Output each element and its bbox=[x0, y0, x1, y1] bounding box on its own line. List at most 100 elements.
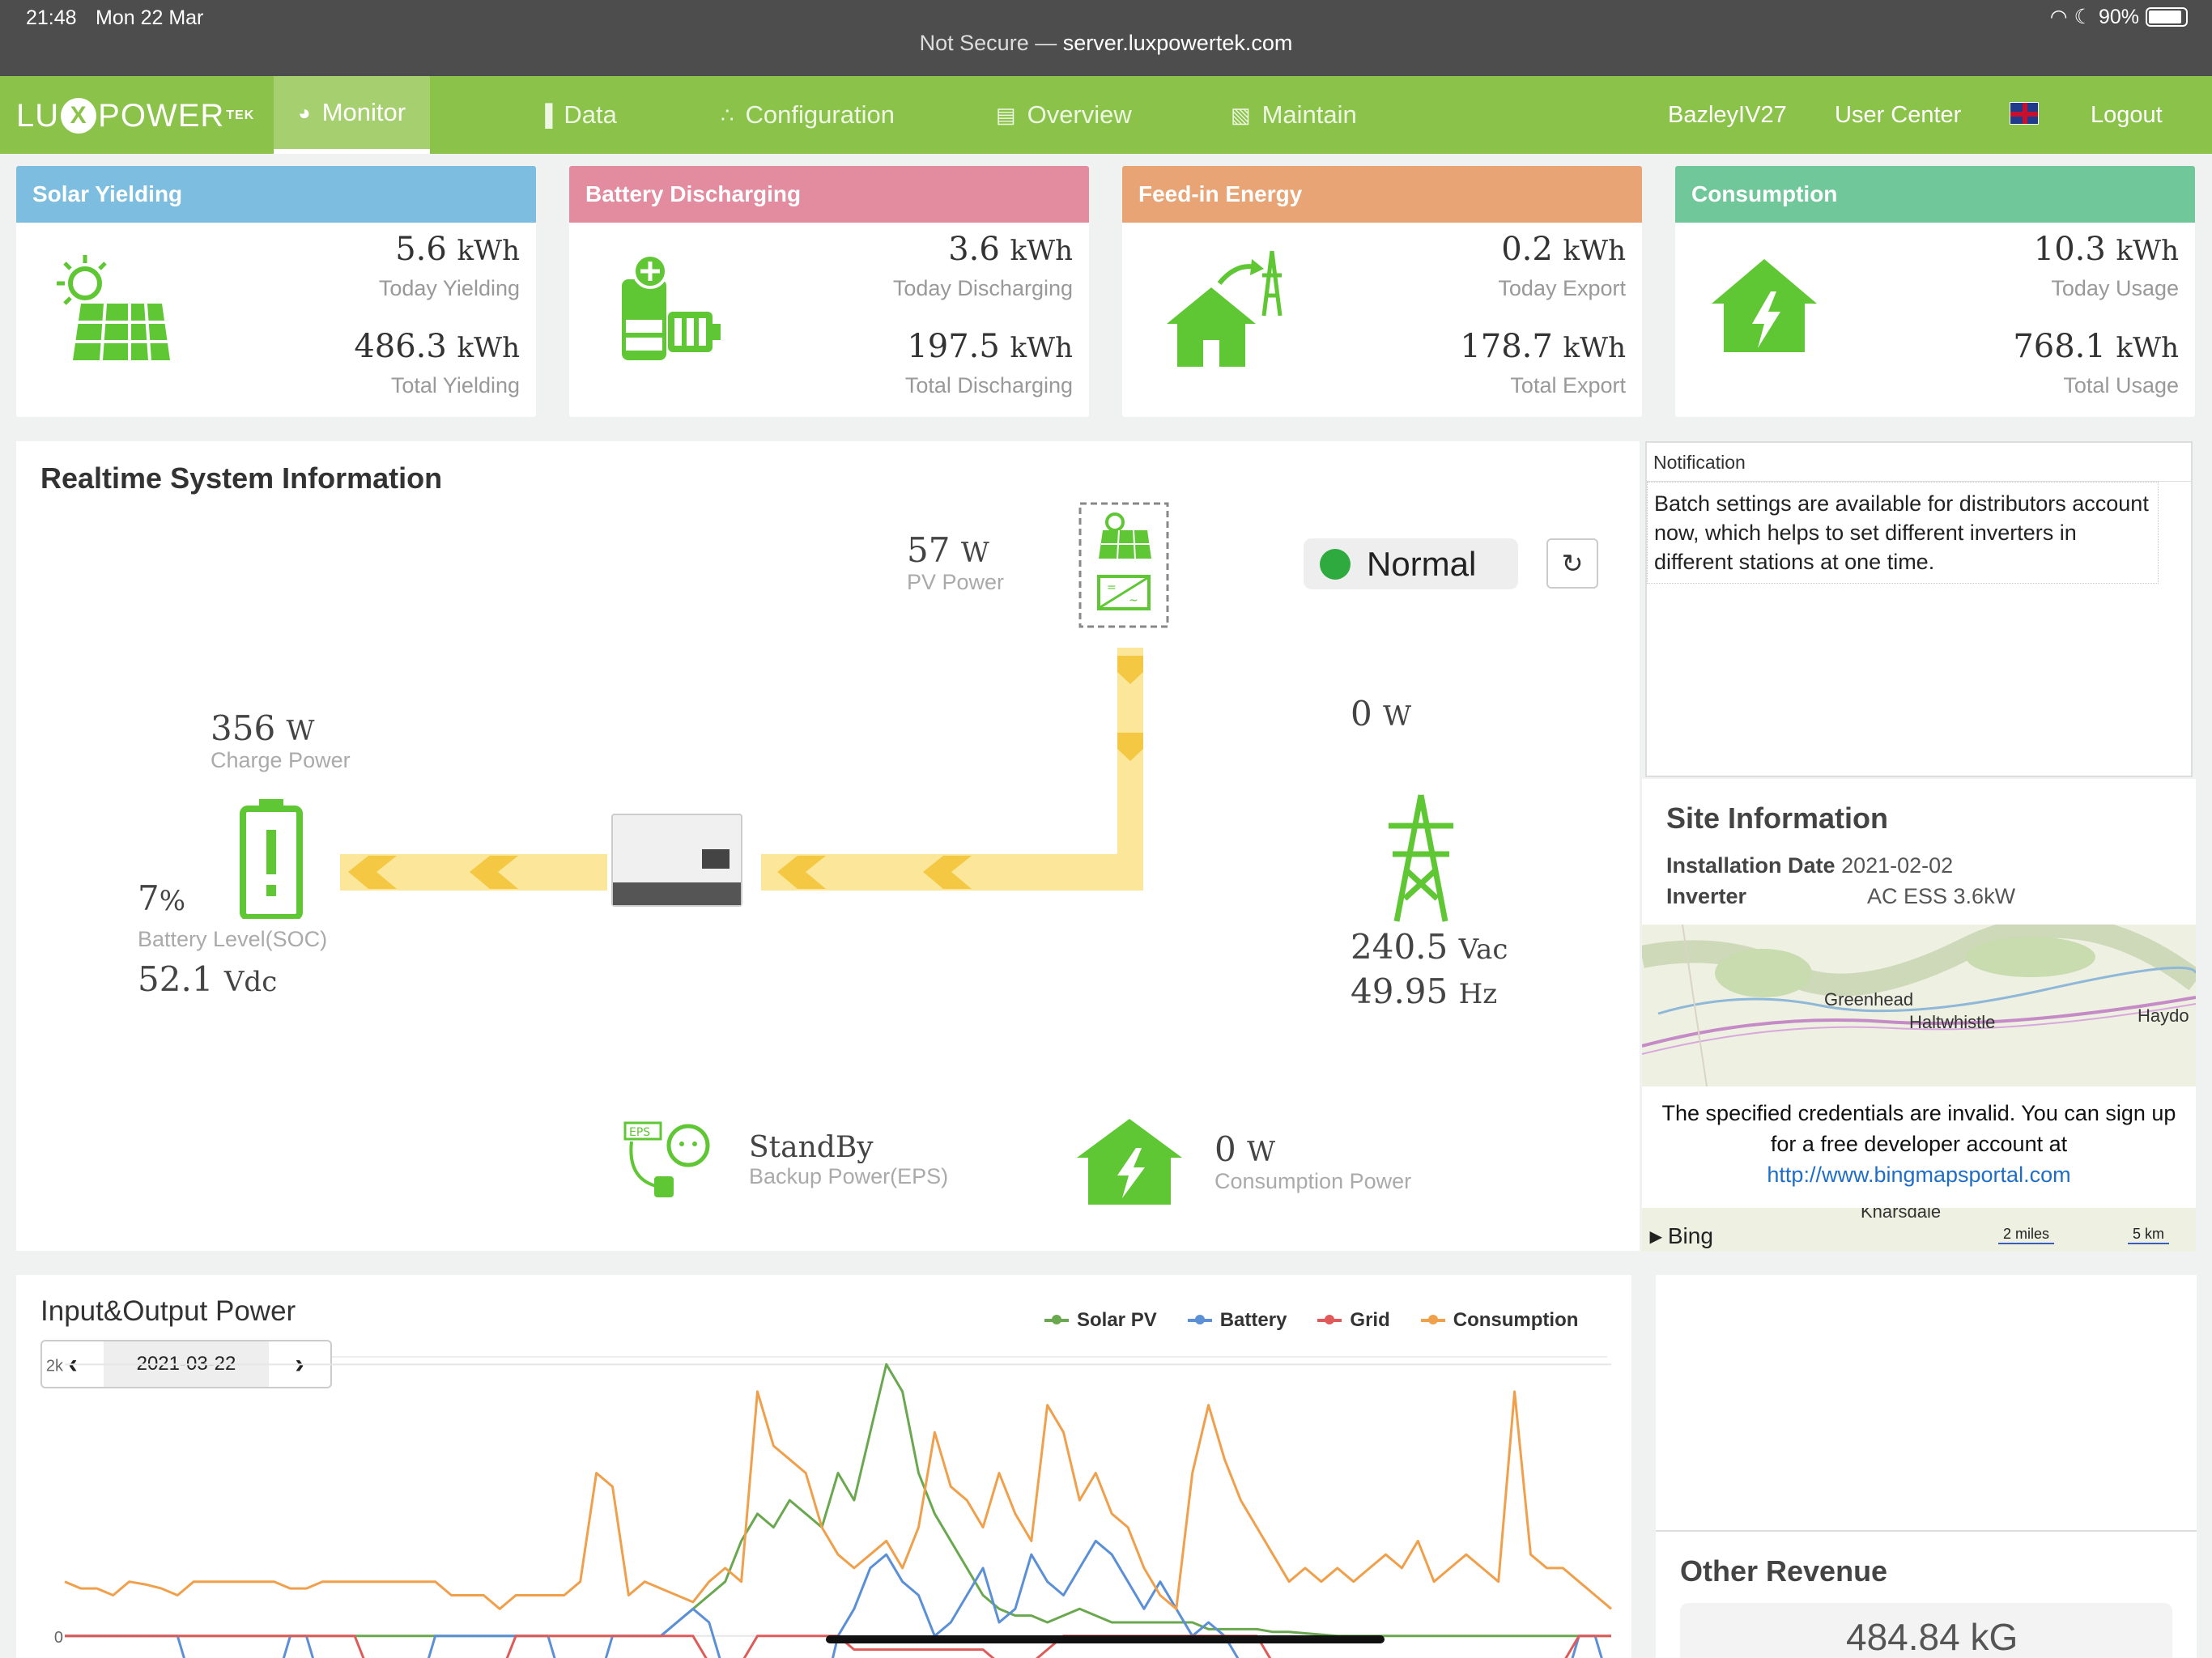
unit: kWh bbox=[457, 332, 520, 364]
unit: kWh bbox=[2116, 332, 2179, 364]
total-usage: 768.1 kWh Total Usage bbox=[2013, 328, 2179, 398]
bing-b-icon: ▸ bbox=[1650, 1223, 1662, 1248]
unit: W bbox=[960, 537, 989, 569]
other-revenue-panel: Other Revenue 484.84 kG bbox=[1656, 1275, 2197, 1658]
today-discharging-label: Today Discharging bbox=[892, 276, 1073, 300]
battery-discharge-icon bbox=[622, 253, 721, 360]
unit: Hz bbox=[1458, 978, 1498, 1010]
series-line-solar-pv bbox=[65, 1363, 1611, 1638]
user-center-link[interactable]: User Center bbox=[1835, 102, 1962, 128]
legend-label: Grid bbox=[1350, 1309, 1390, 1331]
total-discharging-value: 197.5 bbox=[907, 328, 1000, 365]
username-link[interactable]: BazleyIV27 bbox=[1668, 102, 1787, 128]
home-consumption-icon bbox=[1077, 1119, 1182, 1205]
today-yielding-label: Today Yielding bbox=[378, 276, 520, 300]
grid-voltage-value: 240.5 bbox=[1351, 927, 1448, 967]
y-tick-label: 2k bbox=[46, 1357, 64, 1375]
map-label-haltwhistle: Haltwhistle bbox=[1909, 1012, 1995, 1032]
today-usage-label: Today Usage bbox=[2051, 276, 2179, 300]
total-export-value: 178.7 bbox=[1460, 328, 1553, 365]
moon-icon: ☾ bbox=[2074, 6, 2092, 28]
home-indicator bbox=[826, 1635, 1385, 1643]
total-export-label: Total Export bbox=[1510, 373, 1626, 397]
installation-date-label: Installation Date bbox=[1666, 853, 1836, 878]
nav-overview[interactable]: ▤ Overview bbox=[972, 76, 1156, 154]
charge-power-label: Charge Power bbox=[211, 748, 351, 772]
legend-solar-pv[interactable]: Solar PV bbox=[1044, 1309, 1157, 1332]
total-yielding-label: Total Yielding bbox=[390, 373, 520, 397]
eps-plug-icon: EPS bbox=[623, 1121, 710, 1197]
soc-readout: 7% bbox=[138, 878, 185, 918]
legend-consumption[interactable]: Consumption bbox=[1420, 1309, 1578, 1332]
inverter-label: Inverter bbox=[1666, 884, 1747, 908]
solar-yielding-card: Solar Yielding 5.6 kWh Today Yielding 486… bbox=[16, 166, 536, 417]
card-title: Feed-in Energy bbox=[1122, 166, 1642, 223]
battery-discharging-card: Battery Discharging 3.6 kWh Today Dischar… bbox=[569, 166, 1089, 417]
browser-status-bar: 21:48 Mon 22 Mar Not Secure — server.lux… bbox=[0, 0, 2212, 76]
energy-flow-arrows bbox=[340, 648, 1143, 891]
nav-maintain[interactable]: ▧ Maintain bbox=[1206, 76, 1381, 154]
today-discharging-value: 3.6 bbox=[948, 231, 1000, 268]
config-icon: ∴ bbox=[721, 103, 734, 127]
grid-frequency: 49.95 Hz bbox=[1351, 971, 1497, 1011]
panel-title: Realtime System Information bbox=[40, 461, 443, 495]
power-line-chart[interactable]: 2k 0 bbox=[16, 1275, 1631, 1658]
nav-configuration[interactable]: ∴ Configuration bbox=[696, 76, 919, 154]
nav-data-label: Data bbox=[564, 100, 617, 129]
system-status-badge: Normal bbox=[1304, 538, 1518, 589]
nav-monitor-label: Monitor bbox=[321, 98, 406, 126]
refresh-button[interactable]: ↻ bbox=[1546, 538, 1598, 589]
url-host: server.luxpowertek.com bbox=[1062, 31, 1293, 55]
gauge-icon: ◕ bbox=[298, 100, 311, 125]
bing-brand: Bing bbox=[1667, 1223, 1713, 1248]
card-title: Battery Discharging bbox=[569, 166, 1089, 223]
uk-flag-icon[interactable] bbox=[2010, 102, 2039, 125]
solar-panel-icon bbox=[57, 255, 170, 361]
map-label-haydon: Haydo bbox=[2138, 1005, 2189, 1026]
battery-status-icon bbox=[2146, 7, 2188, 27]
battery-voltage: 52.1 Vdc bbox=[138, 959, 277, 999]
battery-percent: 90% bbox=[2098, 5, 2139, 28]
today-yielding-value: 5.6 bbox=[395, 231, 447, 268]
home-lightning-icon bbox=[1712, 259, 1817, 352]
feed-in-energy-card: Feed-in Energy 0.2 kWh Today Export 178.7… bbox=[1122, 166, 1642, 417]
unit: kWh bbox=[1010, 235, 1073, 267]
bing-portal-link[interactable]: http://www.bingmapsportal.com bbox=[1767, 1163, 2071, 1187]
legend-battery[interactable]: Battery bbox=[1187, 1309, 1287, 1332]
installation-date-row: Installation Date 2021-02-02 bbox=[1666, 853, 1953, 878]
security-label: Not Secure — bbox=[919, 31, 1057, 55]
logout-link[interactable]: Logout bbox=[2091, 102, 2163, 128]
legend-label: Battery bbox=[1219, 1309, 1287, 1331]
today-export: 0.2 kWh Today Export bbox=[1498, 231, 1626, 301]
nav-configuration-label: Configuration bbox=[745, 100, 895, 129]
status-text: Normal bbox=[1367, 544, 1477, 583]
inverter-unit-icon bbox=[611, 814, 742, 907]
chart-title: Input&Output Power bbox=[40, 1295, 296, 1327]
nav-data[interactable]: ▐ Data bbox=[513, 76, 641, 154]
grid-power-value: 0 bbox=[1351, 694, 1372, 733]
legend-label: Solar PV bbox=[1077, 1309, 1157, 1331]
map-error-message: The specified credentials are invalid. Y… bbox=[1642, 1086, 2196, 1208]
logo-x: X bbox=[61, 98, 97, 134]
inverter-base bbox=[613, 882, 741, 905]
address-bar[interactable]: Not Secure — server.luxpowertek.com bbox=[0, 31, 2212, 56]
today-usage-value: 10.3 bbox=[2033, 231, 2106, 268]
refresh-icon: ↻ bbox=[1561, 549, 1584, 578]
grid-frequency-value: 49.95 bbox=[1351, 971, 1448, 1011]
site-map[interactable]: Greenhead Haltwhistle Haydo Knarsdale Th… bbox=[1642, 925, 2196, 1252]
legend-marker bbox=[1187, 1315, 1212, 1324]
wifi-icon: ◠ bbox=[2049, 6, 2068, 28]
system-indicators: ◠ ☾ 90% bbox=[2050, 5, 2188, 29]
card-title: Solar Yielding bbox=[16, 166, 536, 223]
unit: kWh bbox=[1563, 235, 1626, 267]
home-export-icon bbox=[1167, 250, 1283, 367]
legend-grid[interactable]: Grid bbox=[1317, 1309, 1390, 1332]
today-yielding: 5.6 kWh Today Yielding bbox=[379, 231, 520, 301]
logo-text-right: POWER bbox=[98, 97, 225, 134]
nav-monitor[interactable]: ◕ Monitor bbox=[274, 76, 431, 154]
luxpower-logo[interactable]: LU X POWER TEK bbox=[16, 94, 254, 138]
grid-voltage: 240.5 Vac bbox=[1351, 927, 1508, 967]
consumption-readout: 0 W Consumption Power bbox=[1214, 1129, 1411, 1194]
series-line-consumption bbox=[64, 1390, 1612, 1610]
clock-time: 21:48 bbox=[26, 6, 77, 29]
